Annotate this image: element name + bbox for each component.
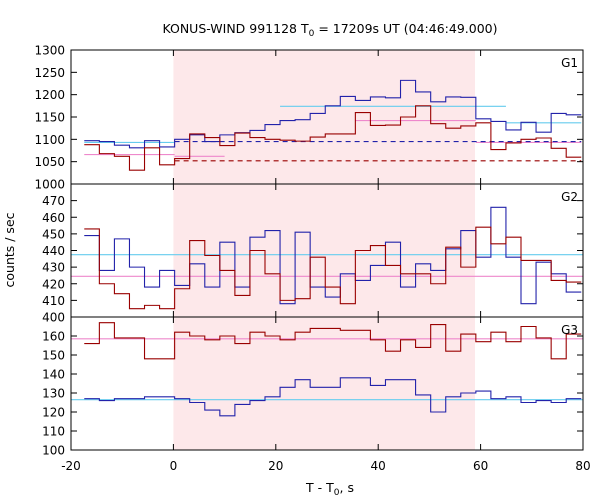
y-tick-label: 400 [42,311,65,325]
x-axis-label: T - T0, s [305,480,354,498]
y-tick-label: 420 [42,277,65,291]
y-tick-label: 110 [42,425,65,439]
series-red-step [84,322,582,360]
y-tick-label: 150 [42,349,65,363]
panel-g2: 400 410 420 430 440 450 460 470 G2 [42,183,584,325]
y-tick-label: 130 [42,387,65,401]
y-tick-label: 160 [42,330,65,344]
x-tick-label: 0 [170,459,178,473]
panel-label: G1 [561,56,578,70]
series-blue-step [84,206,582,305]
y-tick-label: 450 [42,227,65,241]
panel-g1: 1000 1050 1100 1150 1200 1250 1300 G1 [34,44,584,192]
x-tick-label: -20 [61,459,81,473]
panel-label: G2 [561,190,578,204]
panel-frame [70,316,584,451]
y-tick-label: 1000 [34,178,65,192]
x-tick-label: 40 [371,459,386,473]
y-tick-label: 140 [42,368,65,382]
y-tick-label: 460 [42,211,65,225]
series-red-step [84,105,582,171]
y-tick-label: 1250 [34,66,65,80]
y-tick-label: 120 [42,406,65,420]
x-tick-label: 60 [473,459,488,473]
emission-interval-shade [173,50,475,450]
series-blue-step [84,79,582,149]
y-tick-label: 100 [42,444,65,458]
x-tick-label: 20 [268,459,283,473]
y-tick-label: 470 [42,194,65,208]
y-tick-label: 1150 [34,111,65,125]
y-tick-label: 430 [42,261,65,275]
y-tick-label: 440 [42,244,65,258]
series-blue-step [84,377,582,417]
panel-label: G3 [561,323,578,337]
y-tick-label: 1200 [34,88,65,102]
y-axis-label: counts / sec [2,212,17,287]
y-tick-label: 1050 [34,155,65,169]
chart-title: KONUS-WIND 991128 T0 = 17209s UT (04:46:… [162,21,497,39]
x-tick-label: 80 [575,459,590,473]
y-tick-label: 1100 [34,133,65,147]
y-tick-label: 410 [42,294,65,308]
series-red-step [84,226,582,310]
panel-g3: 100 110 120 130 140 150 160 G3 [42,316,584,458]
y-tick-label: 1300 [34,44,65,58]
panels-group: 1000105011001150120012501300G14004104204… [34,44,590,474]
